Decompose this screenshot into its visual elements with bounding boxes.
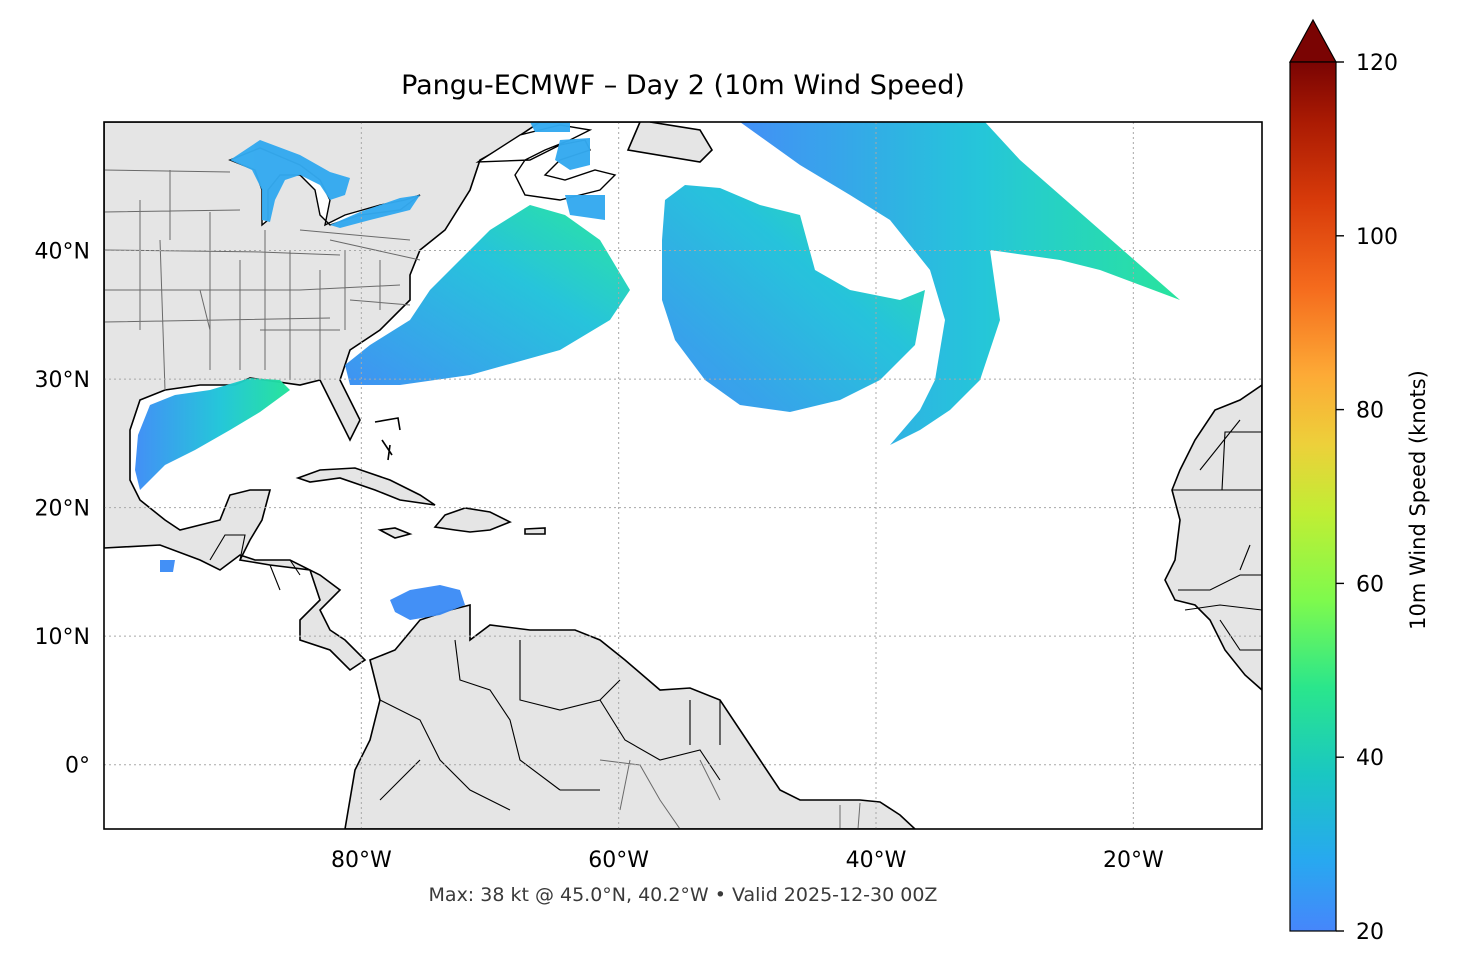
lat-tick-label: 10°N — [35, 625, 90, 650]
wind-area-northeast-atlantic — [740, 122, 1180, 445]
wind-area-gulf-of-mexico — [135, 378, 290, 490]
land-bahamas — [374, 417, 401, 461]
colorbar-gradient — [1289, 61, 1337, 932]
lat-tick-label: 40°N — [35, 240, 90, 265]
lon-tick-labels: 80°W 60°W 40°W 20°W — [331, 848, 1164, 873]
wind-area-great-lakes — [230, 140, 350, 222]
colorbar-ticks: 20 40 60 80 100 120 — [1336, 51, 1398, 945]
map-body — [104, 122, 1262, 829]
footer-note: Max: 38 kt @ 45.0°N, 40.2°W • Valid 2025… — [428, 884, 938, 906]
land-hispaniola — [433, 507, 512, 533]
colorbar-extend-arrow — [1288, 18, 1338, 63]
land-puerto-rico — [524, 527, 546, 535]
colorbar-label: 10m Wind Speed (knots) — [1406, 370, 1430, 630]
wind-area-west-atlantic — [345, 205, 630, 385]
wind-area-caribbean — [160, 560, 465, 620]
colorbar: 20 40 60 80 100 120 — [1288, 18, 1398, 945]
map-frame — [103, 121, 1263, 830]
state-borders-sa — [599, 759, 861, 829]
land-cuba — [295, 467, 436, 506]
wind-area-central-atlantic — [662, 185, 925, 412]
colorbar-tick-label: 120 — [1356, 51, 1398, 76]
gridlines — [104, 122, 1262, 829]
lon-tick-label: 20°W — [1103, 848, 1164, 873]
lat-tick-label: 30°N — [35, 368, 90, 393]
colorbar-tick-label: 100 — [1356, 225, 1398, 250]
colorbar-tick-label: 80 — [1356, 399, 1384, 424]
chart-title: Pangu-ECMWF – Day 2 (10m Wind Speed) — [401, 70, 965, 101]
wind-shading — [135, 122, 1180, 620]
lat-tick-label: 0° — [65, 754, 90, 779]
lon-tick-label: 80°W — [331, 848, 392, 873]
country-borders-africa — [1172, 419, 1262, 651]
land-africa — [1164, 384, 1262, 692]
lat-tick-label: 20°N — [35, 497, 90, 522]
state-borders — [104, 169, 421, 391]
wind-area-gulf-st-lawrence — [530, 122, 605, 220]
lon-tick-label: 60°W — [588, 848, 649, 873]
land-jamaica — [377, 527, 413, 539]
land-north-america — [104, 122, 714, 672]
lat-tick-labels: 40°N 30°N 20°N 10°N 0° — [35, 240, 90, 779]
country-borders — [209, 534, 721, 811]
colorbar-tick-label: 60 — [1356, 572, 1384, 597]
colorbar-tick-label: 20 — [1356, 920, 1384, 945]
lon-tick-label: 40°W — [846, 848, 907, 873]
colorbar-tick-label: 40 — [1356, 746, 1384, 771]
wind-area-lake-erie — [330, 195, 420, 228]
